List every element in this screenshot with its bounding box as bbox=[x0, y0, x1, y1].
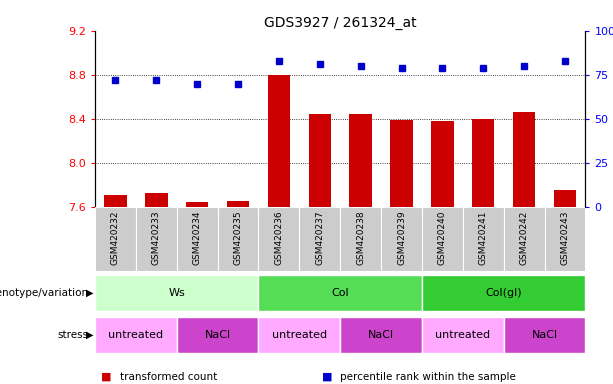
Text: ▶: ▶ bbox=[86, 330, 94, 340]
Bar bbox=[95, 317, 177, 353]
Text: ■: ■ bbox=[101, 372, 112, 382]
Text: Col: Col bbox=[332, 288, 349, 298]
Text: NaCl: NaCl bbox=[368, 330, 394, 340]
Text: GSM420237: GSM420237 bbox=[315, 210, 324, 265]
Title: GDS3927 / 261324_at: GDS3927 / 261324_at bbox=[264, 16, 416, 30]
Text: stress: stress bbox=[58, 330, 89, 340]
Text: ▶: ▶ bbox=[86, 288, 94, 298]
Bar bbox=[422, 317, 504, 353]
Text: Ws: Ws bbox=[169, 288, 185, 298]
Bar bbox=[177, 207, 218, 271]
Bar bbox=[554, 190, 576, 207]
Bar bbox=[390, 120, 413, 207]
Text: GSM420243: GSM420243 bbox=[560, 210, 569, 265]
Bar bbox=[218, 207, 259, 271]
Text: NaCl: NaCl bbox=[205, 330, 230, 340]
Text: untreated: untreated bbox=[272, 330, 327, 340]
Bar bbox=[259, 207, 299, 271]
Bar bbox=[544, 207, 585, 271]
Text: GSM420238: GSM420238 bbox=[356, 210, 365, 265]
Bar bbox=[349, 114, 372, 207]
Bar bbox=[95, 275, 259, 311]
Bar bbox=[95, 207, 136, 271]
Bar bbox=[104, 195, 127, 207]
Text: percentile rank within the sample: percentile rank within the sample bbox=[340, 372, 516, 382]
Bar bbox=[299, 207, 340, 271]
Text: GSM420232: GSM420232 bbox=[111, 210, 120, 265]
Text: transformed count: transformed count bbox=[120, 372, 217, 382]
Bar bbox=[463, 207, 504, 271]
Bar bbox=[340, 207, 381, 271]
Text: ■: ■ bbox=[322, 372, 332, 382]
Bar bbox=[504, 317, 585, 353]
Text: GSM420234: GSM420234 bbox=[192, 210, 202, 265]
Bar bbox=[381, 207, 422, 271]
Text: NaCl: NaCl bbox=[531, 330, 558, 340]
Bar bbox=[340, 317, 422, 353]
Text: Col(gl): Col(gl) bbox=[485, 288, 522, 298]
Text: GSM420233: GSM420233 bbox=[152, 210, 161, 265]
Text: untreated: untreated bbox=[109, 330, 164, 340]
Bar bbox=[177, 317, 259, 353]
Bar bbox=[145, 193, 167, 207]
Text: genotype/variation: genotype/variation bbox=[0, 288, 89, 298]
Text: GSM420235: GSM420235 bbox=[234, 210, 243, 265]
Bar bbox=[422, 275, 585, 311]
Bar bbox=[431, 121, 454, 207]
Bar bbox=[504, 207, 544, 271]
Bar bbox=[513, 113, 535, 207]
Bar bbox=[227, 201, 249, 207]
Bar bbox=[136, 207, 177, 271]
Bar bbox=[259, 275, 422, 311]
Bar bbox=[268, 75, 290, 207]
Text: GSM420240: GSM420240 bbox=[438, 210, 447, 265]
Bar bbox=[472, 119, 495, 207]
Bar bbox=[259, 317, 340, 353]
Text: GSM420236: GSM420236 bbox=[275, 210, 283, 265]
Text: GSM420241: GSM420241 bbox=[479, 210, 488, 265]
Text: GSM420239: GSM420239 bbox=[397, 210, 406, 265]
Bar bbox=[186, 202, 208, 207]
Bar bbox=[308, 114, 331, 207]
Text: GSM420242: GSM420242 bbox=[520, 210, 528, 265]
Text: untreated: untreated bbox=[435, 330, 490, 340]
Bar bbox=[422, 207, 463, 271]
